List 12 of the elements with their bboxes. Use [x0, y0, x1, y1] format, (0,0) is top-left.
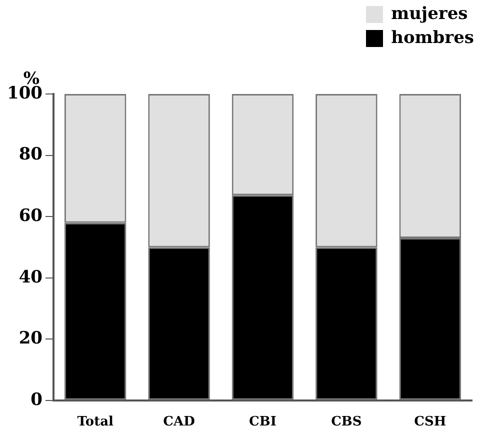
x-tick-label: Total — [77, 414, 114, 430]
legend-label: mujeres — [391, 4, 468, 24]
x-tick-label: CSH — [414, 414, 446, 430]
y-tick-label: 60 — [18, 206, 43, 226]
x-tick-label: CBS — [331, 414, 362, 430]
y-tick-label: 40 — [18, 267, 43, 288]
x-tick-label: CAD — [163, 414, 195, 430]
legend-label: hombres — [391, 28, 474, 48]
y-tick-label: 80 — [18, 144, 43, 165]
x-tick-label: CBI — [249, 414, 276, 430]
y-tick-label: 20 — [18, 328, 43, 349]
y-tick-label: 0 — [30, 390, 43, 410]
